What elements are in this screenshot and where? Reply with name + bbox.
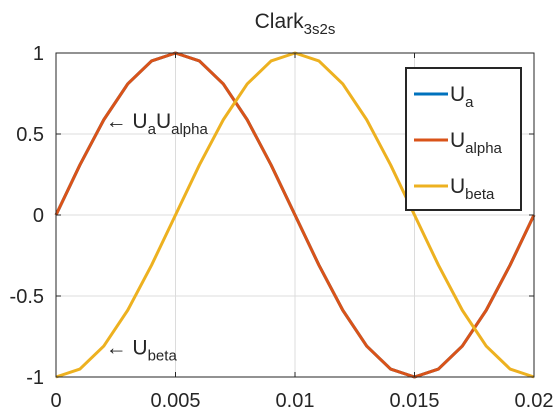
y-tick-label: 0 <box>33 205 44 227</box>
x-tick-label: 0 <box>50 390 61 412</box>
legend: Ua Ualpha Ubeta <box>405 67 522 211</box>
legend-label-alpha: Ualpha <box>450 129 503 157</box>
chart-title: Clark3s2s <box>255 10 336 38</box>
legend-label-a: Ua <box>450 83 474 111</box>
legend-label-beta: Ubeta <box>450 175 495 203</box>
x-tick-label: 0.015 <box>389 390 439 412</box>
y-tick-label: -1 <box>26 367 44 389</box>
annotation-1: ← Ubeta <box>106 337 178 365</box>
x-tick-label: 0.01 <box>276 390 315 412</box>
y-tick-label: 1 <box>33 43 44 65</box>
y-tick-label: -0.5 <box>10 286 44 308</box>
series-line-alpha <box>54 51 536 379</box>
x-tick-label: 0.005 <box>150 390 200 412</box>
x-tick-label: 0.02 <box>515 390 554 412</box>
annotations: ← UaUalpha ← Ubeta <box>106 110 209 365</box>
axis-ticks: 0 0.005 0.01 0.015 0.02 -1 -0.5 0 0.5 1 <box>10 43 554 412</box>
y-tick-label: 0.5 <box>16 124 44 146</box>
annotation-0: ← UaUalpha <box>106 110 209 138</box>
